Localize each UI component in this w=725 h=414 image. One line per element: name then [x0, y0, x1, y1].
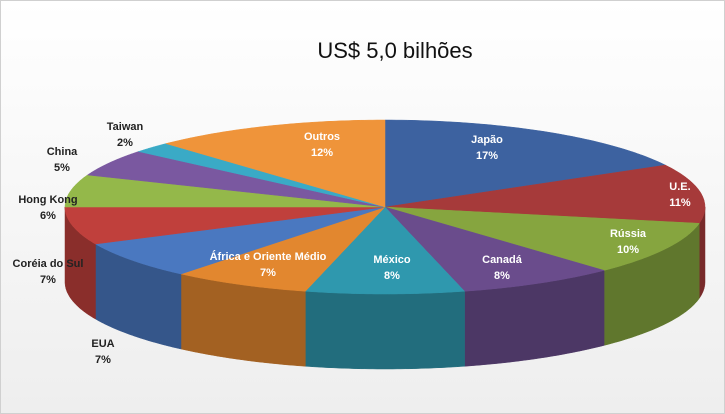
slice-label: Coréia do Sul [13, 258, 84, 270]
slice-value-label: 8% [384, 270, 400, 282]
slice-label: Canadá [482, 254, 523, 266]
slice-value-label: 17% [476, 150, 498, 162]
slice-value-label: 6% [40, 210, 56, 222]
slice-value-label: 5% [54, 162, 70, 174]
slice [64, 206, 386, 245]
slice [384, 206, 606, 292]
slice-side [305, 291, 465, 370]
slice-label: U.E. [669, 181, 690, 193]
slice-label: Hong Kong [18, 194, 77, 206]
pie-tops [64, 119, 706, 295]
slice-label: Rússia [610, 228, 647, 240]
pie-sides [64, 207, 706, 370]
slice-value-label: 12% [311, 147, 333, 159]
labels: Japão 17% U.E. 11% Rússia 10% Canadá 8% México 8%… [13, 121, 691, 366]
slice-label: México [373, 254, 411, 266]
slice-label: Taiwan [107, 121, 144, 133]
slice-value-label: 10% [617, 244, 639, 256]
slice-label: África e Oriente Médio [210, 250, 327, 263]
slice-value-label: 8% [494, 270, 510, 282]
slice [86, 151, 386, 208]
slice-label: China [47, 146, 78, 158]
slice-value-label: 7% [40, 274, 56, 286]
slice-label: Outros [304, 131, 340, 143]
slice [304, 206, 466, 295]
slice [384, 164, 706, 224]
slice [384, 119, 667, 208]
slice [180, 206, 386, 292]
slice-value-label: 7% [95, 354, 111, 366]
slice [94, 206, 386, 275]
slice-value-label: 7% [260, 267, 276, 279]
slice-label: Japão [471, 134, 503, 146]
slice [138, 143, 386, 208]
slice-label: EUA [91, 338, 114, 350]
slice [64, 174, 386, 208]
slice [164, 119, 386, 208]
slice [384, 206, 700, 271]
slice-value-label: 2% [117, 137, 133, 149]
slice-value-label: 11% [669, 197, 691, 209]
chart-title: US$ 5,0 bilhões [317, 38, 472, 63]
